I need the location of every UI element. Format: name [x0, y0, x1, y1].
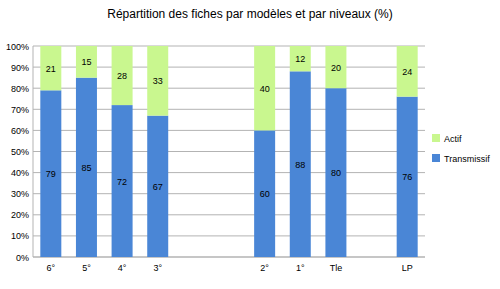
bars — [40, 46, 417, 257]
x-tick-label: 2° — [260, 263, 269, 273]
data-label: 20 — [331, 63, 341, 73]
x-tick-label: 3° — [153, 263, 162, 273]
y-tick-label: 30% — [11, 189, 29, 199]
bar — [325, 88, 346, 257]
legend-label: Transmissif — [444, 154, 490, 164]
y-tick-label: 40% — [11, 168, 29, 178]
bar — [76, 46, 97, 78]
bar — [147, 116, 168, 257]
bar — [290, 71, 311, 257]
y-tick-label: 20% — [11, 210, 29, 220]
bar — [397, 46, 418, 97]
bar — [147, 46, 168, 116]
data-label: 24 — [402, 67, 412, 77]
y-tick-label: 80% — [11, 84, 29, 94]
x-tick-label: LP — [402, 263, 413, 273]
data-label: 80 — [331, 168, 341, 178]
bar — [76, 78, 97, 257]
bar — [397, 97, 418, 257]
legend-swatch — [432, 134, 440, 142]
x-tick-label: 6° — [47, 263, 56, 273]
data-label: 72 — [117, 177, 127, 187]
y-axis — [33, 46, 34, 257]
bar — [254, 130, 275, 257]
bar — [325, 46, 346, 88]
data-label: 33 — [153, 76, 163, 86]
legend-swatch — [432, 154, 440, 162]
data-label: 60 — [260, 189, 270, 199]
labels: 79 21 85 15 72 28 67 33 60 40 88 12 80 20 76 24 — [46, 54, 412, 199]
bar — [290, 46, 311, 71]
chart: Répartition des fiches par modèles et pa… — [0, 0, 500, 289]
data-label: 67 — [153, 182, 163, 192]
y-tick-label: 10% — [11, 231, 29, 241]
y-tick-label: 60% — [11, 126, 29, 136]
data-label: 15 — [81, 57, 91, 67]
data-label: 28 — [117, 71, 127, 81]
x-tick-label: 4° — [118, 263, 127, 273]
data-label: 79 — [46, 169, 56, 179]
title: Répartition des fiches par modèles et pa… — [107, 7, 392, 21]
y-tick-label: 90% — [11, 63, 29, 73]
x-tick-label: 1° — [296, 263, 305, 273]
y-tick-label: 70% — [11, 105, 29, 115]
data-label: 12 — [295, 54, 305, 64]
bar — [112, 46, 133, 105]
bar — [112, 105, 133, 257]
bar — [40, 90, 61, 257]
x-tick-label: 5° — [82, 263, 91, 273]
data-label: 85 — [81, 163, 91, 173]
y-tick-label: 100% — [6, 42, 29, 52]
y-tick-label: 50% — [11, 147, 29, 157]
data-label: 40 — [260, 84, 270, 94]
data-label: 21 — [46, 64, 56, 74]
data-label: 88 — [295, 160, 305, 170]
y-tick-label: 0% — [16, 253, 29, 263]
data-label: 76 — [402, 172, 412, 182]
x-tick-label: Tle — [330, 263, 343, 273]
legend-label: Actif — [444, 134, 462, 144]
bar — [40, 46, 61, 90]
bar — [254, 46, 275, 130]
